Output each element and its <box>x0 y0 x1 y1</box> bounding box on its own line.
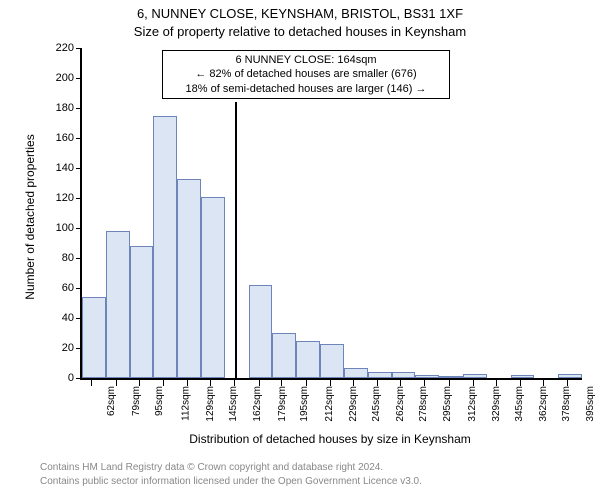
annotation-line2: ← 82% of detached houses are smaller (67… <box>167 67 445 81</box>
histogram-bar <box>439 376 463 378</box>
x-tick-mark <box>187 380 188 386</box>
histogram-bar <box>320 344 344 379</box>
chart-title-line1: 6, NUNNEY CLOSE, KEYNSHAM, BRISTOL, BS31… <box>0 6 600 21</box>
marker-line <box>235 102 237 378</box>
histogram-bar <box>344 368 368 379</box>
plot-area: 6 NUNNEY CLOSE: 164sqm ← 82% of detached… <box>80 48 582 380</box>
y-tick-label: 20 <box>62 342 74 354</box>
x-tick-label: 262sqm <box>395 386 406 422</box>
annotation-line1: 6 NUNNEY CLOSE: 164sqm <box>167 53 445 67</box>
x-tick-label: 229sqm <box>348 386 359 422</box>
x-tick-label: 129sqm <box>205 386 216 422</box>
y-tick-label: 160 <box>56 132 74 144</box>
x-tick-label: 245sqm <box>371 386 382 422</box>
x-axis-label: Distribution of detached houses by size … <box>80 432 580 446</box>
histogram-bar <box>463 374 487 379</box>
x-tick-mark <box>330 380 331 386</box>
chart-container: 6, NUNNEY CLOSE, KEYNSHAM, BRISTOL, BS31… <box>0 0 600 500</box>
histogram-bar <box>82 297 106 378</box>
histogram-bar <box>106 231 130 378</box>
x-tick-label: 162sqm <box>252 386 263 422</box>
y-tick-mark <box>76 198 82 199</box>
footer-line1: Contains HM Land Registry data © Crown c… <box>40 462 383 473</box>
x-tick-label: 395sqm <box>585 386 596 422</box>
x-tick-label: 378sqm <box>561 386 572 422</box>
x-tick-mark <box>377 380 378 386</box>
y-tick-mark <box>76 288 82 289</box>
x-tick-label: 62sqm <box>106 386 117 416</box>
histogram-bar <box>296 341 320 379</box>
chart-title-line2: Size of property relative to detached ho… <box>0 24 600 39</box>
x-tick-label: 195sqm <box>299 386 310 422</box>
y-tick-mark <box>76 378 82 379</box>
x-tick-mark <box>91 380 92 386</box>
histogram-bar <box>272 333 296 378</box>
y-tick-label: 0 <box>68 372 74 384</box>
y-tick-label: 180 <box>56 102 74 114</box>
y-tick-mark <box>76 78 82 79</box>
y-tick-mark <box>76 48 82 49</box>
x-tick-mark <box>353 380 354 386</box>
x-tick-mark <box>259 380 260 386</box>
x-tick-label: 95sqm <box>154 386 165 416</box>
x-tick-mark <box>306 380 307 386</box>
histogram-bar <box>415 375 439 378</box>
x-tick-mark <box>116 380 117 386</box>
x-tick-mark <box>163 380 164 386</box>
x-tick-mark <box>473 380 474 386</box>
x-tick-mark <box>210 380 211 386</box>
y-tick-mark <box>76 318 82 319</box>
x-tick-label: 112sqm <box>180 386 191 421</box>
histogram-bar <box>511 375 535 378</box>
y-tick-mark <box>76 108 82 109</box>
x-tick-label: 278sqm <box>418 386 429 422</box>
footer-line2: Contains public sector information licen… <box>40 476 422 487</box>
x-tick-mark <box>496 380 497 386</box>
y-tick-label: 140 <box>56 162 74 174</box>
x-tick-label: 295sqm <box>442 386 453 422</box>
x-tick-mark <box>567 380 568 386</box>
x-tick-mark <box>281 380 282 386</box>
y-tick-label: 220 <box>56 42 74 54</box>
x-tick-label: 312sqm <box>466 386 477 422</box>
histogram-bar <box>368 372 392 378</box>
histogram-bar <box>392 372 416 378</box>
x-tick-mark <box>234 380 235 386</box>
x-tick-mark <box>520 380 521 386</box>
annotation-box: 6 NUNNEY CLOSE: 164sqm ← 82% of detached… <box>162 50 450 99</box>
y-tick-label: 100 <box>56 222 74 234</box>
y-tick-mark <box>76 138 82 139</box>
x-tick-label: 212sqm <box>323 386 334 422</box>
y-tick-label: 40 <box>62 312 74 324</box>
y-tick-mark <box>76 228 82 229</box>
histogram-bar <box>201 197 225 379</box>
x-tick-mark <box>543 380 544 386</box>
histogram-bar <box>177 179 201 379</box>
x-tick-label: 329sqm <box>491 386 502 422</box>
histogram-bar <box>558 374 582 379</box>
y-tick-mark <box>76 168 82 169</box>
histogram-bar <box>249 285 273 378</box>
x-tick-label: 179sqm <box>276 386 287 422</box>
x-tick-mark <box>139 380 140 386</box>
x-tick-label: 79sqm <box>131 386 142 416</box>
y-tick-label: 60 <box>62 282 74 294</box>
y-tick-label: 120 <box>56 192 74 204</box>
x-tick-label: 362sqm <box>538 386 549 422</box>
y-ticks: 020406080100120140160180200220 <box>0 48 78 378</box>
y-tick-label: 80 <box>62 252 74 264</box>
x-tick-label: 345sqm <box>513 386 524 422</box>
histogram-bar <box>130 246 154 378</box>
y-tick-mark <box>76 258 82 259</box>
annotation-line3: 18% of semi-detached houses are larger (… <box>167 82 445 96</box>
x-tick-mark <box>449 380 450 386</box>
y-tick-label: 200 <box>56 72 74 84</box>
x-tick-mark <box>424 380 425 386</box>
x-tick-mark <box>400 380 401 386</box>
y-tick-mark <box>76 348 82 349</box>
x-tick-label: 145sqm <box>228 386 239 422</box>
x-ticks: 62sqm 79sqm 95sqm 112sqm 129sqm 145sqm 162sqm 1… <box>80 380 580 430</box>
histogram-bar <box>153 116 177 379</box>
